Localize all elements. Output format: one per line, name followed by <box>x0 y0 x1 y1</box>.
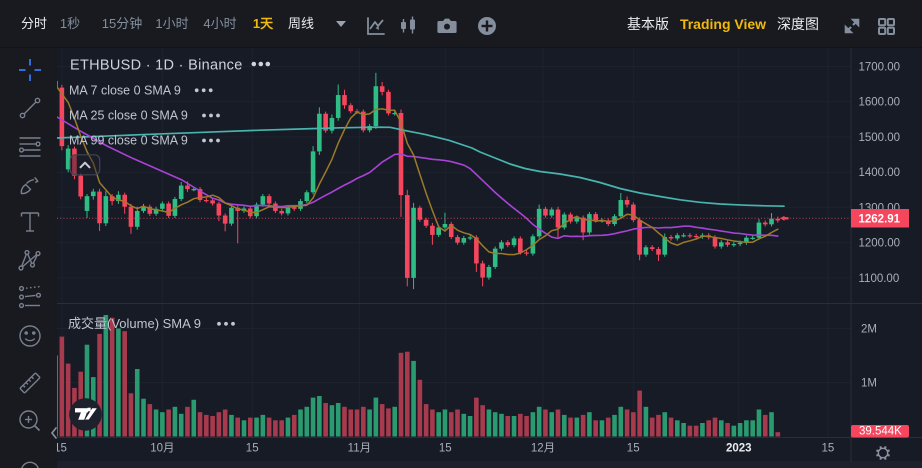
svg-text:39.544K: 39.544K <box>859 426 902 438</box>
svg-text:2023: 2023 <box>726 443 752 455</box>
svg-text:1500.00: 1500.00 <box>859 132 901 144</box>
svg-text:15: 15 <box>57 443 67 455</box>
svg-text:成交量(Volume) SMA 9: 成交量(Volume) SMA 9 <box>68 316 201 331</box>
svg-text:12月: 12月 <box>531 443 555 455</box>
svg-text:1200.00: 1200.00 <box>859 238 901 250</box>
svg-text:MA 7 close 0 SMA 9: MA 7 close 0 SMA 9 <box>69 84 181 98</box>
svg-text:11月: 11月 <box>348 443 371 455</box>
svg-text:MA 25 close 0 SMA 9: MA 25 close 0 SMA 9 <box>69 109 188 123</box>
svg-text:1M: 1M <box>861 378 877 390</box>
svg-text:15: 15 <box>439 443 452 455</box>
svg-text:1100.00: 1100.00 <box>859 273 900 285</box>
svg-text:15: 15 <box>822 443 835 455</box>
svg-text:MA 99 close 0 SMA 9: MA 99 close 0 SMA 9 <box>69 134 188 148</box>
svg-text:2M: 2M <box>861 324 877 336</box>
svg-text:10月: 10月 <box>150 443 174 455</box>
svg-text:1600.00: 1600.00 <box>859 97 901 109</box>
svg-text:ETHBUSD · 1D · Binance: ETHBUSD · 1D · Binance <box>70 58 243 74</box>
svg-text:1700.00: 1700.00 <box>859 62 901 74</box>
svg-text:15: 15 <box>627 443 640 455</box>
svg-text:1262.91: 1262.91 <box>859 214 901 226</box>
svg-text:15: 15 <box>246 443 259 455</box>
svg-text:1400.00: 1400.00 <box>859 167 901 179</box>
